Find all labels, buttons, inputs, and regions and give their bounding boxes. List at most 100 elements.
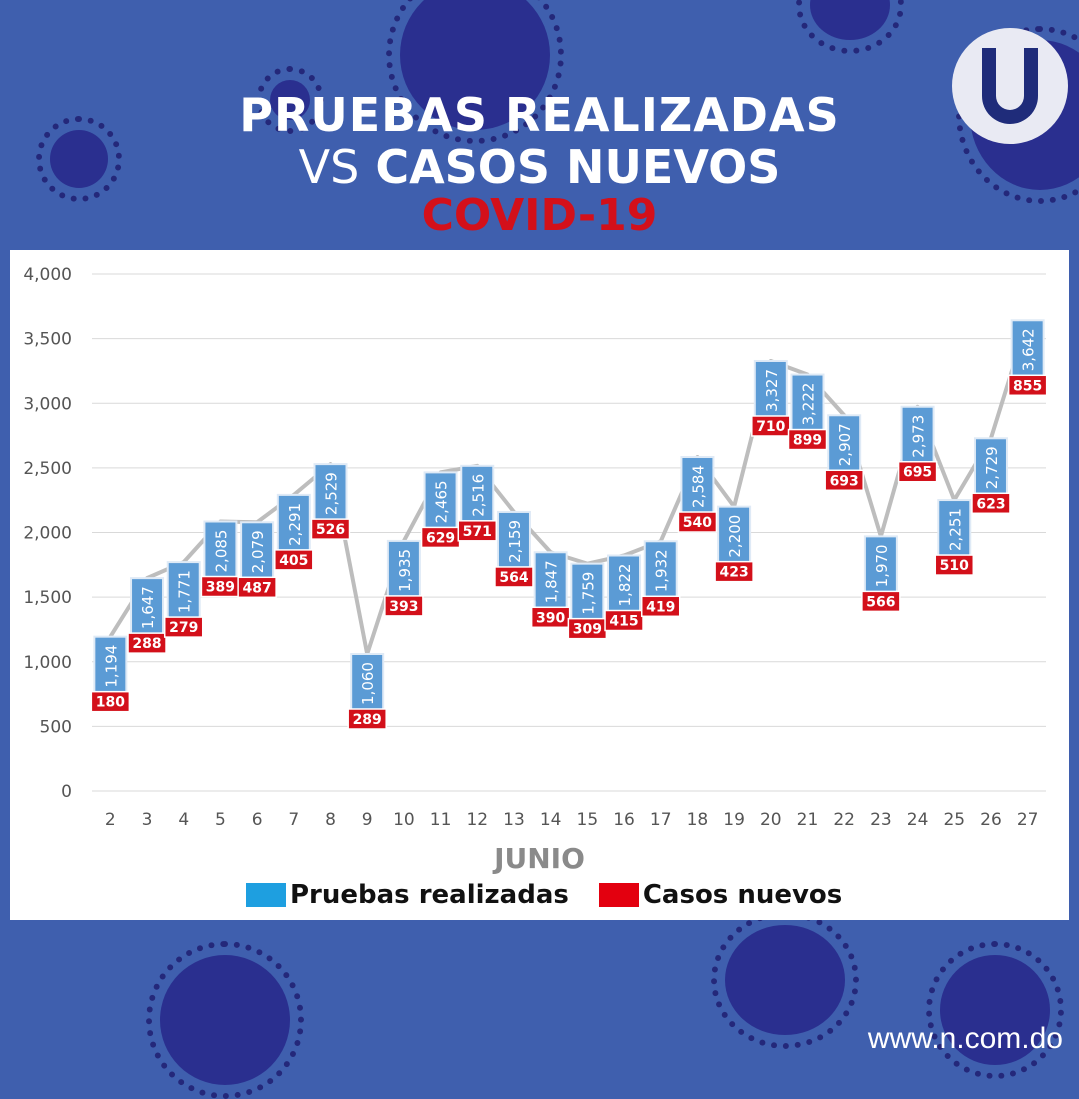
- data-label-box-cases: [787, 428, 828, 451]
- data-label-tests: 1,970: [873, 544, 891, 587]
- data-label-box-tests: [863, 535, 898, 597]
- title-vs: VS: [298, 140, 360, 194]
- data-label-tests: 3,327: [763, 369, 781, 412]
- virus-decoration: [796, 0, 904, 54]
- data-label-tests: 2,516: [469, 474, 487, 517]
- data-label-cases: 288: [132, 636, 161, 652]
- data-label-tests: 1,847: [543, 560, 561, 603]
- data-label-box-cases: [897, 460, 938, 483]
- x-tick-label: 5: [215, 810, 226, 830]
- legend-swatch-tests: [246, 883, 286, 907]
- data-label-tests: 1,759: [579, 572, 597, 615]
- x-tick-label: 18: [687, 810, 709, 830]
- data-label-cases: 423: [719, 565, 748, 581]
- data-label-tests: 2,159: [506, 520, 524, 563]
- y-tick-label: 4,000: [23, 265, 72, 285]
- data-label-cases: 564: [499, 570, 528, 586]
- virus-decoration: [711, 911, 859, 1049]
- data-label-box-cases: [347, 708, 387, 730]
- data-label-box-cases: [384, 595, 424, 617]
- x-tick-label: 8: [325, 810, 336, 830]
- x-tick-label: 3: [142, 810, 153, 830]
- data-label-cases: 389: [206, 580, 235, 596]
- legend-label-tests: Pruebas realizadas: [290, 880, 569, 910]
- data-label-tests: 1,932: [653, 549, 671, 592]
- data-label-box-cases: [457, 520, 498, 542]
- data-label-tests: 1,822: [616, 564, 634, 607]
- data-label-box-cases: [237, 576, 277, 599]
- data-label-box-cases: [640, 595, 681, 618]
- title-line2-rest: CASOS NUEVOS: [375, 140, 781, 194]
- data-label-box-tests: [533, 551, 568, 613]
- data-label-tests: 2,465: [433, 480, 451, 523]
- x-tick-label: 20: [760, 810, 782, 830]
- data-label-tests: 1,194: [102, 645, 120, 688]
- data-label-box-cases: [934, 554, 975, 576]
- data-label-tests: 2,584: [689, 465, 707, 508]
- data-label-cases: 695: [903, 465, 932, 481]
- data-label-cases: 180: [96, 695, 125, 711]
- y-tick-label: 1,000: [23, 653, 72, 673]
- title-line3: COVID-19: [421, 190, 658, 241]
- data-label-cases: 405: [279, 553, 308, 569]
- y-tick-label: 2,000: [23, 524, 72, 544]
- data-label-cases: 693: [830, 473, 859, 489]
- virus-decoration: [36, 116, 122, 202]
- data-label-box-tests: [790, 373, 825, 435]
- data-label-box-tests: [717, 505, 752, 567]
- y-tick-label: 2,500: [23, 459, 72, 479]
- virus-decoration: [386, 0, 564, 144]
- data-label-cases: 623: [976, 496, 1005, 512]
- data-label-cases: 487: [242, 580, 271, 596]
- data-label-box-cases: [310, 518, 351, 540]
- title-line1: PRUEBAS REALIZADAS: [239, 88, 840, 142]
- x-tick-label: 17: [650, 810, 672, 830]
- data-label-cases: 710: [756, 419, 785, 435]
- x-tick-label: 23: [870, 810, 892, 830]
- x-tick-label: 21: [797, 810, 819, 830]
- data-label-cases: 510: [940, 558, 969, 574]
- legend-swatch-cases: [598, 883, 639, 907]
- data-label-box-tests: [607, 554, 642, 616]
- legend: Pruebas realizadas Casos nuevos: [246, 878, 872, 912]
- series-line-tests: [108, 319, 1030, 656]
- data-label-box-cases: [530, 606, 571, 629]
- data-label-cases: 309: [573, 622, 602, 638]
- data-label-box-tests: [350, 652, 385, 714]
- x-tick-label: 13: [503, 810, 525, 830]
- logo: [952, 28, 1068, 144]
- y-tick-label: 3,000: [23, 394, 72, 414]
- footer-url: www.n.com.do: [867, 1022, 1063, 1055]
- data-label-cases: 566: [866, 594, 895, 610]
- x-tick-label: 14: [540, 810, 562, 830]
- x-tick-label: 7: [288, 810, 299, 830]
- data-label-box-cases: [861, 590, 901, 613]
- x-tick-label: 6: [252, 810, 263, 830]
- data-label-tests: 3,222: [800, 383, 818, 426]
- data-label-tests: 2,291: [286, 503, 304, 546]
- y-tick-label: 0: [61, 782, 72, 802]
- data-label-tests: 2,729: [983, 446, 1001, 489]
- data-label-cases: 526: [316, 522, 345, 538]
- data-label-tests: 2,973: [910, 415, 928, 458]
- x-tick-label: 26: [980, 810, 1002, 830]
- data-label-tests: 1,935: [396, 549, 414, 592]
- data-label-cases: 571: [463, 524, 492, 540]
- x-tick-label: 19: [723, 810, 745, 830]
- data-label-box-cases: [824, 469, 864, 492]
- data-label-box-cases: [604, 609, 644, 632]
- x-tick-label: 10: [393, 810, 415, 830]
- data-label-box-cases: [163, 616, 204, 638]
- x-tick-label: 22: [833, 810, 855, 830]
- data-label-box-cases: [1007, 374, 1048, 397]
- x-tick-label: 4: [178, 810, 189, 830]
- x-tick-label: 12: [466, 810, 488, 830]
- data-label-box-cases: [971, 492, 1011, 515]
- data-label-box-cases: [494, 566, 534, 588]
- x-tick-label: 9: [362, 810, 373, 830]
- y-tick-label: 3,500: [23, 330, 72, 350]
- data-label-tests: 2,079: [249, 530, 267, 573]
- data-label-cases: 629: [426, 530, 455, 546]
- data-label-box-tests: [827, 414, 862, 476]
- data-label-cases: 393: [389, 599, 418, 615]
